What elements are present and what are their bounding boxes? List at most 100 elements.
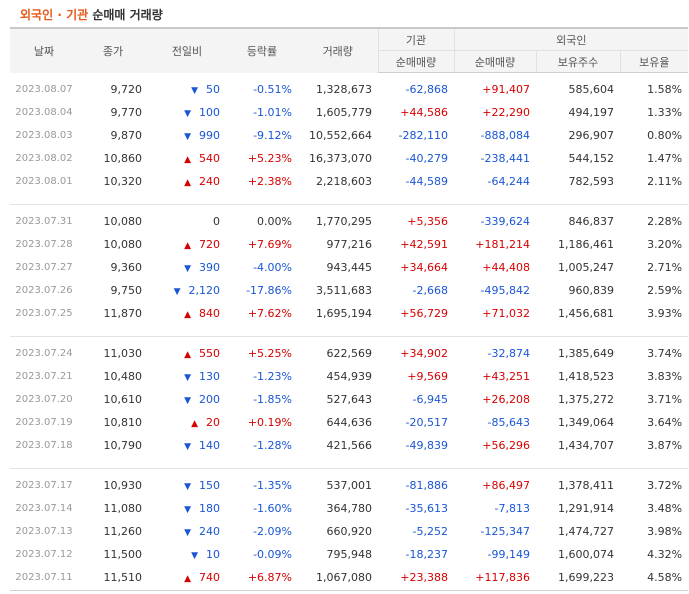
date-cell: 2023.08.02 bbox=[15, 153, 73, 164]
group-separator bbox=[10, 204, 689, 205]
change-value: 840 bbox=[199, 307, 220, 320]
trading-table: 날짜 종가 전일비 등락률 거래량 기관 외국인 순매매량 순매매량 보유주수 … bbox=[10, 27, 689, 589]
row-spacer bbox=[10, 325, 688, 337]
close-cell: 11,030 bbox=[103, 347, 143, 360]
triangle-down-icon: ▼ bbox=[173, 287, 181, 297]
foreign-net-cell: +22,290 bbox=[482, 106, 530, 119]
foreign-shares-cell: 1,378,411 bbox=[558, 479, 614, 492]
change-value: 20 bbox=[206, 416, 220, 429]
foreign-ratio-cell: 2.59% bbox=[647, 284, 683, 297]
close-cell: 11,870 bbox=[103, 307, 143, 320]
foreign-ratio-cell: 1.47% bbox=[647, 152, 683, 165]
institution-net-cell: +44,586 bbox=[400, 106, 448, 119]
header-close: 종가 bbox=[78, 27, 148, 73]
foreign-shares-cell: 494,197 bbox=[568, 106, 615, 119]
table-row: 2023.07.27 9,360 ▼ 390 -4.00% 943,445 +34,664 +… bbox=[10, 256, 688, 279]
date-cell: 2023.07.26 bbox=[15, 285, 73, 296]
foreign-net-cell: -495,842 bbox=[480, 284, 530, 297]
triangle-up-icon: ▲ bbox=[191, 419, 198, 429]
foreign-ratio-cell: 3.64% bbox=[647, 416, 683, 429]
change-cell: ▼ 130 bbox=[148, 365, 226, 388]
foreign-shares-cell: 1,434,707 bbox=[558, 439, 614, 452]
triangle-up-icon: ▲ bbox=[184, 155, 191, 165]
change-value: 990 bbox=[199, 129, 220, 142]
rate-cell: +6.87% bbox=[247, 571, 292, 584]
header-date: 날짜 bbox=[10, 27, 78, 73]
volume-cell: 537,001 bbox=[326, 479, 373, 492]
foreign-net-cell: +44,408 bbox=[482, 261, 530, 274]
table-row: 2023.07.18 10,790 ▼ 140 -1.28% 421,566 -49,839… bbox=[10, 434, 688, 457]
close-cell: 9,750 bbox=[110, 284, 143, 297]
foreign-shares-cell: 1,600,074 bbox=[558, 548, 614, 561]
rate-cell: -0.51% bbox=[253, 83, 292, 96]
rate-cell: +2.38% bbox=[247, 175, 292, 188]
change-value: 150 bbox=[199, 479, 220, 492]
change-value: 2,120 bbox=[188, 284, 221, 297]
table-row: 2023.07.31 10,080 0 0.00% 1,770,295 +5,356 -33… bbox=[10, 210, 688, 233]
triangle-down-icon: ▼ bbox=[184, 264, 191, 274]
change-value: 180 bbox=[199, 502, 220, 515]
date-cell: 2023.08.04 bbox=[15, 107, 73, 118]
change-value: 140 bbox=[199, 439, 220, 452]
change-cell: ▲ 840 bbox=[148, 302, 226, 325]
rate-cell: +7.62% bbox=[247, 307, 292, 320]
change-cell: ▼ 10 bbox=[148, 543, 226, 566]
volume-cell: 977,216 bbox=[326, 238, 373, 251]
change-cell: ▼ 2,120 bbox=[148, 279, 226, 302]
rate-cell: -0.09% bbox=[253, 548, 292, 561]
institution-net-cell: -81,886 bbox=[405, 479, 448, 492]
close-cell: 9,720 bbox=[110, 83, 143, 96]
change-cell: ▲ 20 bbox=[148, 411, 226, 434]
triangle-down-icon: ▼ bbox=[184, 442, 191, 452]
triangle-up-icon: ▲ bbox=[184, 310, 191, 320]
foreign-ratio-cell: 4.32% bbox=[647, 548, 683, 561]
header-foreign-shares: 보유주수 bbox=[535, 50, 620, 73]
volume-cell: 1,067,080 bbox=[316, 571, 372, 584]
table-row: 2023.07.11 11,510 ▲ 740 +6.87% 1,067,080 +23,3… bbox=[10, 566, 688, 589]
close-cell: 10,080 bbox=[103, 238, 143, 251]
institution-net-cell: -62,868 bbox=[405, 83, 448, 96]
triangle-down-icon: ▼ bbox=[184, 528, 191, 538]
foreign-shares-cell: 1,291,914 bbox=[558, 502, 614, 515]
foreign-net-cell: +71,032 bbox=[482, 307, 530, 320]
change-cell: ▼ 990 bbox=[148, 124, 226, 147]
foreign-shares-cell: 1,385,649 bbox=[558, 347, 614, 360]
foreign-net-cell: -64,244 bbox=[487, 175, 530, 188]
foreign-ratio-cell: 1.33% bbox=[647, 106, 683, 119]
header-volume: 거래량 bbox=[298, 27, 378, 73]
foreign-ratio-cell: 2.28% bbox=[647, 215, 683, 228]
foreign-shares-cell: 1,418,523 bbox=[558, 370, 614, 383]
row-spacer-cell bbox=[10, 193, 688, 205]
close-cell: 9,770 bbox=[110, 106, 143, 119]
volume-cell: 622,569 bbox=[326, 347, 373, 360]
row-spacer bbox=[10, 457, 688, 469]
change-cell: ▼ 50 bbox=[148, 78, 226, 101]
title-separator: · bbox=[57, 8, 62, 22]
change-value: 240 bbox=[199, 175, 220, 188]
rate-cell: -2.09% bbox=[253, 525, 292, 538]
volume-cell: 943,445 bbox=[326, 261, 373, 274]
foreign-net-cell: +91,407 bbox=[482, 83, 530, 96]
panel-title: 외국인 · 기관 순매매 거래량 bbox=[20, 6, 163, 23]
foreign-net-cell: +26,208 bbox=[482, 393, 530, 406]
change-value: 720 bbox=[199, 238, 220, 251]
date-cell: 2023.07.12 bbox=[15, 549, 73, 560]
close-cell: 10,610 bbox=[103, 393, 143, 406]
date-cell: 2023.07.31 bbox=[15, 216, 73, 227]
table-row: 2023.07.12 11,500 ▼ 10 -0.09% 795,948 -18,237 -… bbox=[10, 543, 688, 566]
table-row: 2023.08.03 9,870 ▼ 990 -9.12% 10,552,664 -282,… bbox=[10, 124, 688, 147]
foreign-ratio-cell: 3.72% bbox=[647, 479, 683, 492]
date-cell: 2023.07.20 bbox=[15, 394, 73, 405]
change-value: 100 bbox=[199, 106, 220, 119]
foreign-shares-cell: 846,837 bbox=[568, 215, 615, 228]
triangle-up-icon: ▲ bbox=[184, 241, 191, 251]
triangle-down-icon: ▼ bbox=[184, 505, 191, 515]
change-cell: ▲ 740 bbox=[148, 566, 226, 589]
foreign-shares-cell: 782,593 bbox=[568, 175, 615, 188]
foreign-net-cell: -7,813 bbox=[494, 502, 530, 515]
group-separator-cell bbox=[10, 468, 689, 469]
triangle-up-icon: ▲ bbox=[184, 350, 191, 360]
volume-cell: 10,552,664 bbox=[309, 129, 372, 142]
foreign-shares-cell: 544,152 bbox=[568, 152, 615, 165]
